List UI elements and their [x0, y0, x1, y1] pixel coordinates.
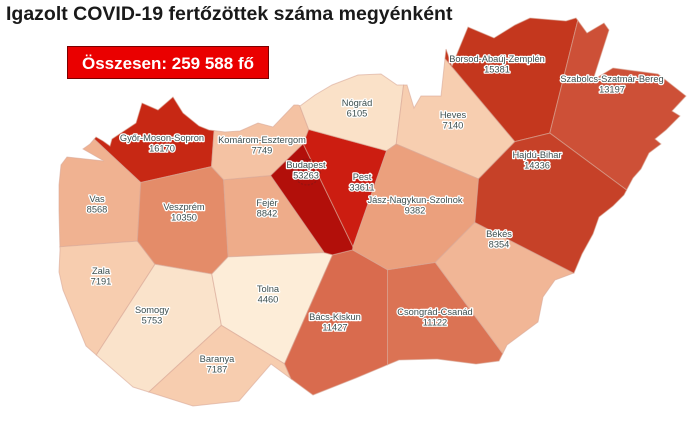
- svg-text:Győr-Moson-Sopron: Győr-Moson-Sopron: [120, 133, 204, 143]
- svg-text:6105: 6105: [347, 109, 368, 119]
- svg-text:16170: 16170: [149, 144, 175, 154]
- svg-text:7191: 7191: [91, 277, 112, 287]
- svg-text:8842: 8842: [257, 209, 278, 219]
- svg-text:Tolna: Tolna: [257, 284, 280, 294]
- svg-text:Heves: Heves: [440, 110, 467, 120]
- svg-text:9382: 9382: [405, 206, 426, 216]
- svg-text:4460: 4460: [258, 295, 279, 305]
- svg-text:Békés: Békés: [486, 229, 512, 239]
- svg-text:Fejér: Fejér: [256, 198, 277, 208]
- svg-text:Jász-Nagykun-Szolnok: Jász-Nagykun-Szolnok: [367, 195, 462, 205]
- svg-text:Komárom-Esztergom: Komárom-Esztergom: [218, 135, 306, 145]
- svg-text:Zala: Zala: [92, 266, 111, 276]
- svg-text:Baranya: Baranya: [200, 354, 235, 364]
- svg-text:15381: 15381: [484, 65, 510, 75]
- svg-text:10350: 10350: [171, 213, 197, 223]
- svg-text:Szabolcs-Szatmár-Bereg: Szabolcs-Szatmár-Bereg: [560, 74, 663, 84]
- svg-text:Csongrád-Csanád: Csongrád-Csanád: [397, 307, 472, 317]
- svg-text:33611: 33611: [349, 183, 374, 193]
- svg-text:53263: 53263: [293, 171, 319, 181]
- svg-text:Vas: Vas: [89, 194, 105, 204]
- svg-text:Pest: Pest: [353, 172, 372, 182]
- svg-text:8568: 8568: [87, 205, 108, 215]
- svg-text:13197: 13197: [599, 85, 625, 95]
- svg-text:Bács-Kiskun: Bács-Kiskun: [309, 312, 361, 322]
- svg-text:14336: 14336: [524, 161, 550, 171]
- svg-text:Somogy: Somogy: [135, 305, 169, 315]
- svg-text:Budapest: Budapest: [286, 160, 326, 170]
- svg-text:Veszprém: Veszprém: [163, 202, 205, 212]
- svg-text:8354: 8354: [489, 240, 510, 250]
- svg-text:11427: 11427: [322, 323, 347, 333]
- svg-text:7140: 7140: [443, 121, 464, 131]
- svg-text:Hajdú-Bihar: Hajdú-Bihar: [512, 150, 561, 160]
- svg-text:11122: 11122: [423, 318, 447, 328]
- svg-text:Borsod-Abaúj-Zemplén: Borsod-Abaúj-Zemplén: [449, 54, 545, 64]
- svg-text:Nógrád: Nógrád: [342, 98, 373, 108]
- svg-text:7187: 7187: [207, 365, 228, 375]
- svg-text:7749: 7749: [252, 146, 273, 156]
- svg-text:5753: 5753: [142, 316, 163, 326]
